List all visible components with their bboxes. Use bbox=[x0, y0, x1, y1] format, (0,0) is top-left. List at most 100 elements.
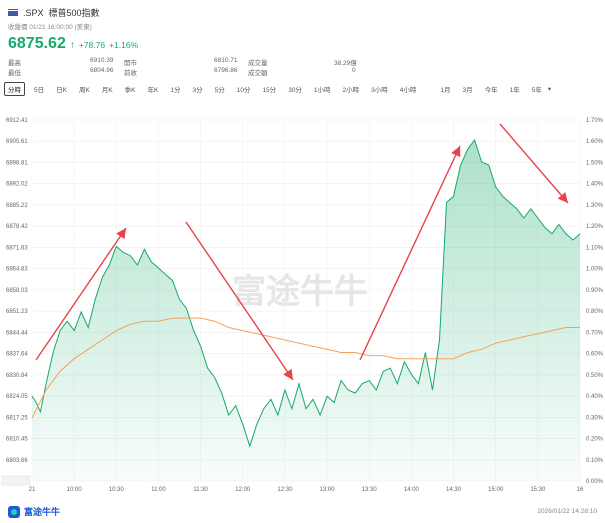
period-tab[interactable]: 10分 bbox=[236, 87, 251, 94]
footer: 富途牛牛 2026/01/22 14:28:10 bbox=[0, 500, 605, 523]
period-tab[interactable]: 月K bbox=[101, 87, 113, 94]
y-right-tick-label: 0.00% bbox=[586, 479, 604, 485]
trend-arrow-head bbox=[116, 228, 126, 240]
range-tab[interactable]: 1月 bbox=[440, 87, 451, 94]
x-tick-label: 15:30 bbox=[530, 487, 546, 493]
futu-logo-icon bbox=[8, 505, 20, 518]
x-tick-label: 16 bbox=[577, 487, 584, 493]
period-tab[interactable]: 5日 bbox=[34, 87, 45, 94]
period-tab[interactable]: 1分 bbox=[170, 87, 181, 94]
watermark-text: 富途牛牛 bbox=[232, 272, 368, 311]
footer-timestamp: 2026/01/22 14:28:10 bbox=[537, 508, 597, 515]
y-right-tick-label: 1.10% bbox=[586, 245, 604, 251]
x-tick-label: 14:30 bbox=[446, 487, 462, 493]
x-tick-label: 14:00 bbox=[404, 487, 420, 493]
y-left-tick-label: 6837.64 bbox=[6, 352, 28, 358]
y-left-tick-label: 6810.45 bbox=[6, 437, 28, 443]
up-arrow-icon: ↑ bbox=[69, 40, 75, 51]
period-tab[interactable]: 周K bbox=[78, 87, 90, 94]
y-left-tick-label: 6830.84 bbox=[6, 373, 28, 379]
y-left-tick-label: 6844.44 bbox=[6, 330, 28, 336]
period-tab[interactable]: 30分 bbox=[288, 87, 302, 94]
symbol: .SPX bbox=[23, 7, 44, 18]
price-area bbox=[32, 140, 580, 481]
y-left-tick-label: 6878.42 bbox=[6, 224, 28, 230]
x-tick-label: 13:30 bbox=[362, 487, 378, 493]
y-right-tick-label: 1.60% bbox=[586, 139, 604, 145]
y-right-tick-label: 1.00% bbox=[586, 267, 604, 273]
y-right-tick-label: 0.40% bbox=[586, 394, 604, 400]
price-line bbox=[31, 138, 581, 448]
last-price: 6875.62 bbox=[8, 35, 66, 52]
period-tab[interactable]: 2小時 bbox=[342, 87, 360, 94]
y-left-tick-label: 6864.83 bbox=[6, 267, 28, 273]
y-right-tick-label: 1.20% bbox=[586, 224, 604, 230]
stat-low: 最低 6804.96 bbox=[8, 67, 114, 77]
x-tick-label: 15:00 bbox=[488, 487, 504, 493]
x-tick-label: 21 bbox=[29, 487, 36, 493]
stat-turnover: 成交額 0 bbox=[248, 67, 356, 77]
period-tab[interactable]: 4小時 bbox=[399, 87, 417, 94]
x-tick-label: 12:00 bbox=[235, 487, 251, 493]
period-tab[interactable]: 3小時 bbox=[371, 87, 388, 94]
title-row: .SPX 標普500指數 bbox=[8, 6, 100, 19]
stat-high: 最高 6910.39 bbox=[8, 57, 114, 67]
y-left-tick-label: 6851.23 bbox=[6, 309, 28, 315]
y-left-tick-label: 6824.05 bbox=[6, 394, 28, 400]
y-right-tick-label: 1.40% bbox=[586, 182, 604, 188]
y-right-tick-label: 1.70% bbox=[586, 118, 604, 124]
range-tab[interactable]: 3月 bbox=[462, 87, 473, 94]
x-tick-label: 10:30 bbox=[109, 487, 125, 493]
footer-logo-text: 富途牛牛 bbox=[24, 507, 61, 517]
period-tab[interactable]: 1小時 bbox=[313, 87, 331, 94]
period-tab[interactable]: 年K bbox=[147, 87, 159, 94]
period-tab[interactable]: 日K bbox=[56, 87, 67, 94]
x-tick-label: 11:30 bbox=[193, 487, 208, 493]
quote-header: .SPX 標普500指數 收盤價 01/21 16:00:00 (美東) 687… bbox=[0, 0, 605, 80]
period-tab[interactable]: 季K bbox=[124, 87, 136, 94]
prev-close-box bbox=[1, 475, 31, 486]
stat-prev-close: 前收 6796.86 bbox=[124, 67, 238, 77]
y-left-tick-label: 6892.02 bbox=[6, 182, 28, 188]
trend-arrow-head bbox=[557, 192, 568, 203]
y-left-tick-label: 6885.22 bbox=[6, 203, 28, 209]
y-left-tick-label: 6858.03 bbox=[6, 288, 28, 294]
range-tab[interactable]: 1年 bbox=[509, 87, 520, 94]
y-right-tick-label: 0.30% bbox=[586, 415, 604, 421]
price-row: 6875.62 ↑ +78.76 +1.16% bbox=[8, 35, 138, 53]
period-toolbar: 分時 5日 日K 周K 月K 季K 年K 1分 3分 5分 10分 15分 30分 1小時 2小時 3小時 4小… bbox=[4, 82, 601, 96]
stat-volume: 成交量 38.29億 bbox=[248, 60, 357, 67]
stat-open: 開市 6810.71 bbox=[124, 57, 238, 67]
period-tab[interactable]: 3分 bbox=[192, 87, 203, 94]
period-tab[interactable]: 5分 bbox=[214, 87, 225, 94]
trend-arrow-head bbox=[283, 368, 293, 380]
period-tab[interactable]: 15分 bbox=[262, 87, 277, 94]
y-right-tick-label: 0.70% bbox=[586, 330, 604, 336]
trend-arrow-line bbox=[35, 227, 127, 361]
x-tick-label: 10:00 bbox=[67, 487, 83, 493]
index-name: 標普500指數 bbox=[48, 8, 100, 18]
average-line bbox=[31, 317, 580, 419]
market-status: 收盤價 01/21 16:00:00 (美東) bbox=[8, 24, 92, 31]
y-right-tick-label: 1.50% bbox=[586, 160, 604, 166]
trend-arrow-line bbox=[499, 123, 569, 204]
x-tick-label: 13:00 bbox=[320, 487, 336, 493]
footer-logo: 富途牛牛 bbox=[8, 505, 60, 518]
intraday-chart: 6912.41 1.70% 6905.61 1.60% 6898.81 1.50% 6892… bbox=[0, 98, 605, 498]
y-right-tick-label: 0.20% bbox=[586, 437, 604, 443]
range-tab[interactable]: 5年 bbox=[531, 87, 542, 94]
y-right-tick-label: 0.50% bbox=[586, 373, 604, 379]
trend-arrow-head bbox=[451, 146, 461, 158]
range-tab[interactable]: 今年 bbox=[484, 87, 498, 94]
x-tick-label: 11:00 bbox=[151, 487, 166, 493]
trend-arrow-line bbox=[185, 221, 294, 381]
y-left-tick-label: 6912.41 bbox=[6, 118, 28, 124]
us-flag-icon bbox=[8, 9, 18, 16]
y-left-tick-label: 6817.25 bbox=[6, 415, 28, 421]
period-tab[interactable]: 分時 bbox=[4, 82, 25, 96]
y-right-tick-label: 1.30% bbox=[586, 203, 604, 209]
y-left-tick-label: 6898.81 bbox=[6, 160, 28, 166]
caret-down-icon[interactable]: ▾ bbox=[547, 86, 552, 93]
price-change-pct: +1.16% bbox=[109, 40, 139, 50]
x-tick-label: 12:30 bbox=[277, 487, 293, 493]
